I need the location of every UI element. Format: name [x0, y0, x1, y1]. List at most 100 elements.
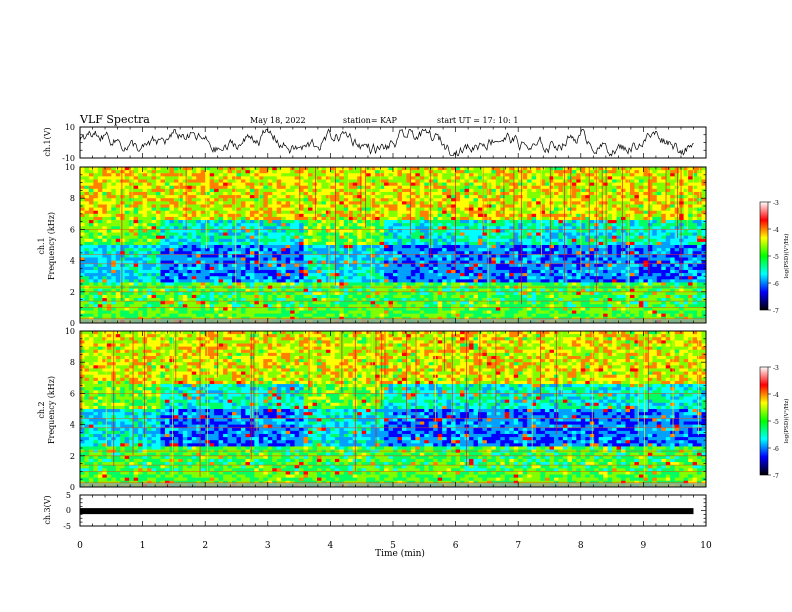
spectrogram-cell	[393, 304, 399, 308]
spectrogram-cell	[486, 179, 492, 184]
spectrogram-cell	[469, 232, 475, 237]
spectrogram-cell	[178, 204, 184, 209]
spectrogram-cell	[173, 301, 179, 305]
spectrogram-cell	[276, 241, 282, 246]
spectrogram-cell	[120, 220, 126, 224]
spectrogram-cell	[115, 235, 121, 240]
spectrogram-cell	[232, 301, 238, 305]
spectrogram-cell	[308, 226, 314, 230]
spectrogram-cell	[240, 176, 247, 181]
spectrogram-cell	[339, 251, 345, 255]
spectrogram-cell	[80, 195, 86, 199]
spectrogram-cell	[388, 263, 394, 268]
spectrogram-cell	[147, 273, 153, 277]
spectrogram-cell	[308, 210, 314, 215]
spectrogram-cell	[482, 269, 488, 274]
spectrogram-cell	[469, 170, 475, 174]
spectrogram-cell	[397, 170, 403, 174]
spectrogram-cell	[276, 266, 282, 271]
spectrogram-cell	[469, 238, 475, 243]
spectrogram-cell	[397, 176, 403, 181]
spectrogram-cell	[442, 310, 448, 315]
spectrogram-cell	[477, 198, 484, 202]
spectrogram-cell	[460, 210, 466, 215]
spectrogram-cell	[477, 182, 484, 187]
spectrogram-cell	[460, 229, 466, 234]
spectrogram-cell	[446, 269, 452, 274]
spectrogram-cell	[460, 276, 466, 280]
spectrogram-cell	[138, 257, 144, 262]
spectrogram-cell	[263, 269, 269, 274]
spectrogram-cell	[495, 269, 501, 274]
spectrogram-cell	[285, 282, 291, 287]
spectrogram-cell	[169, 195, 175, 199]
spectrogram-cell	[352, 263, 358, 268]
spectrogram-cell	[240, 276, 247, 280]
spectrogram-cell	[169, 257, 175, 262]
spectrogram-cell	[236, 260, 242, 265]
spectrogram-cell	[491, 176, 497, 181]
spectrogram-cell	[187, 210, 193, 215]
spectrogram-cell	[321, 182, 327, 187]
spectrogram-cell	[294, 260, 300, 265]
spectrogram-cell	[334, 263, 340, 268]
spectrogram-cell	[343, 229, 349, 234]
spectrogram-cell	[124, 248, 130, 252]
spectrogram-cell	[133, 210, 139, 215]
spectrogram-cell	[133, 254, 139, 259]
spectrogram-cell	[303, 213, 309, 218]
spectrogram-cell	[156, 282, 162, 287]
spectrogram-cell	[495, 254, 501, 259]
spectrogram-cell	[415, 191, 421, 196]
spectrogram-cell	[370, 276, 376, 280]
spectrogram-cell	[513, 182, 519, 187]
spectrogram-cell	[388, 220, 394, 224]
spectrogram-cell	[308, 260, 314, 265]
spectrogram-cell	[406, 248, 412, 252]
spectrogram-cell	[147, 195, 153, 199]
spectrogram-cell	[406, 235, 412, 240]
spectrogram-cell	[401, 223, 408, 227]
spectrogram-cell	[460, 226, 466, 230]
spectrogram-cell	[370, 182, 376, 187]
spectrogram-cell	[272, 263, 278, 268]
spectrogram-cell	[406, 176, 412, 181]
spectrogram-cell	[384, 207, 390, 212]
spectrogram-cell	[200, 254, 206, 259]
spectrogram-cell	[111, 313, 117, 318]
spectrogram-cell	[500, 167, 506, 171]
spectrogram-cell	[415, 282, 421, 287]
spectrogram-cell	[254, 301, 260, 305]
spectrogram-cell	[348, 179, 354, 184]
spectrogram-cell	[187, 223, 193, 227]
spectrogram-cell	[428, 176, 434, 181]
spectrogram-cell	[80, 313, 86, 318]
spectrogram-cell	[477, 185, 484, 190]
spectrogram-cell	[442, 210, 448, 215]
spectrogram-cell	[469, 291, 475, 296]
spectrogram-cell	[142, 179, 148, 184]
spectrogram-cell	[366, 276, 372, 280]
spectrogram-cell	[473, 241, 479, 246]
spectrogram-cell	[442, 232, 448, 237]
spectrogram-cell	[316, 191, 323, 196]
spectrogram-cell	[138, 170, 144, 174]
spectrogram-cell	[460, 207, 466, 212]
spectrogram-cell	[370, 282, 376, 287]
spectrogram-cell	[357, 266, 363, 271]
spectrogram-cell	[205, 216, 211, 221]
spectrogram-cell	[316, 198, 323, 202]
spectrogram-cell	[397, 257, 403, 262]
spectrogram-cell	[200, 248, 206, 252]
spectrogram-cell	[321, 276, 327, 280]
spectrogram-cell	[276, 307, 282, 312]
spectrogram-cell	[312, 298, 318, 302]
spectrogram-cell	[495, 216, 501, 221]
spectrogram-cell	[491, 273, 497, 277]
spectrogram-cell	[178, 226, 184, 230]
spectrogram-cell	[272, 251, 278, 255]
spectrogram-cell	[285, 207, 291, 212]
spectrogram-cell	[102, 223, 108, 227]
spectrogram-cell	[290, 301, 296, 305]
spectrogram-cell	[173, 191, 179, 196]
